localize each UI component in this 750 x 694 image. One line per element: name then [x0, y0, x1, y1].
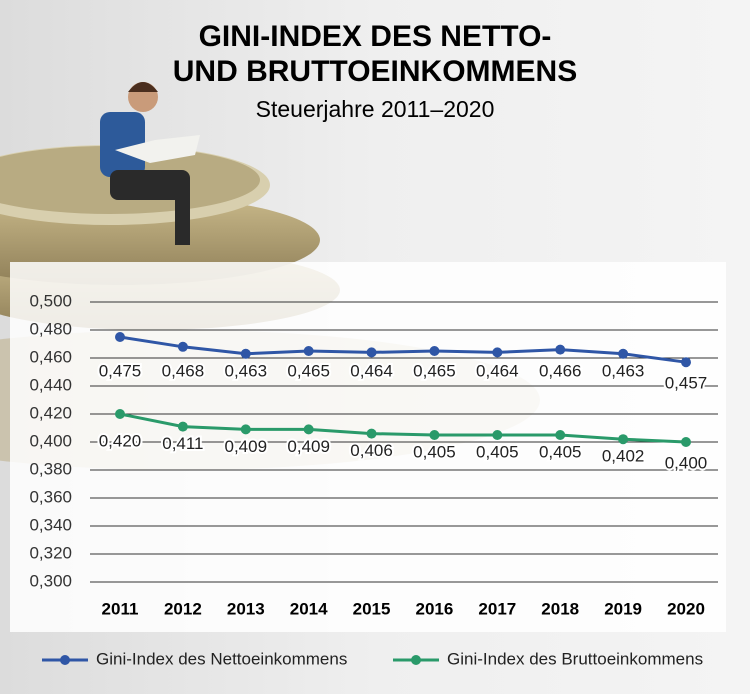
chart-panel — [10, 262, 726, 632]
x-tick-label: 2016 — [416, 599, 454, 618]
y-tick-label: 0,480 — [29, 319, 72, 338]
series-line — [119, 335, 687, 364]
data-point — [555, 430, 566, 440]
data-point — [429, 430, 440, 440]
data-point — [303, 346, 314, 356]
data-label: 0,466 — [539, 361, 582, 380]
data-label: 0,475 — [99, 361, 142, 380]
data-label: 0,402 — [602, 447, 645, 466]
y-tick-label: 0,440 — [29, 375, 72, 394]
y-tick-label: 0,300 — [29, 571, 72, 590]
x-tick-label: 2015 — [353, 599, 391, 618]
x-tick-label: 2014 — [290, 599, 328, 618]
data-point — [681, 437, 691, 447]
data-point — [492, 430, 503, 440]
data-point — [618, 434, 629, 445]
data-point — [177, 341, 188, 352]
data-label: 0,463 — [225, 361, 268, 380]
data-label: 0,409 — [225, 437, 268, 456]
data-point — [555, 344, 566, 355]
data-label: 0,409 — [287, 437, 330, 456]
data-label: 0,411 — [162, 434, 203, 453]
x-tick-label: 2017 — [478, 599, 516, 618]
data-point — [240, 348, 251, 359]
data-point — [115, 332, 125, 342]
data-point — [303, 424, 314, 435]
data-label: 0,405 — [476, 442, 519, 461]
y-tick-label: 0,420 — [29, 403, 72, 422]
x-tick-label: 2018 — [541, 599, 579, 618]
data-label: 0,405 — [539, 442, 582, 461]
data-point — [115, 409, 125, 419]
legend-label: Gini-Index des Nettoeinkommens — [96, 649, 347, 668]
data-point — [177, 421, 188, 432]
data-point — [366, 347, 377, 358]
data-label: 0,405 — [413, 442, 456, 461]
legend-marker — [411, 655, 421, 665]
data-label: 0,457 — [665, 374, 708, 393]
y-tick-label: 0,500 — [29, 291, 72, 310]
data-point — [681, 357, 691, 368]
data-label: 0,468 — [162, 361, 205, 380]
data-label: 0,420 — [99, 431, 142, 450]
y-tick-label: 0,340 — [29, 515, 72, 534]
series-line — [119, 412, 687, 444]
data-point — [240, 424, 251, 435]
y-tick-label: 0,360 — [29, 487, 72, 506]
data-label: 0,406 — [350, 441, 393, 460]
y-tick-label: 0,320 — [29, 543, 72, 562]
chart-subtitle: Steuerjahre 2011–2020 — [256, 96, 495, 122]
data-point — [618, 348, 629, 359]
data-point — [366, 428, 377, 439]
y-tick-label: 0,380 — [29, 459, 72, 478]
data-point — [492, 347, 503, 358]
y-tick-label: 0,460 — [29, 347, 72, 366]
data-label: 0,464 — [476, 361, 519, 380]
data-label: 0,400 — [665, 453, 708, 472]
data-label: 0,463 — [602, 361, 645, 380]
chart-title: UND BRUTTOEINKOMMENS — [173, 55, 577, 88]
data-label: 0,464 — [350, 361, 393, 380]
chart-title: GINI-INDEX DES NETTO- — [199, 20, 552, 53]
x-tick-label: 2012 — [164, 599, 202, 618]
y-tick-label: 0,400 — [29, 431, 72, 450]
x-tick-label: 2011 — [102, 599, 139, 618]
x-tick-label: 2020 — [667, 599, 705, 618]
x-tick-label: 2019 — [604, 599, 642, 618]
x-tick-label: 2013 — [227, 599, 265, 618]
data-label: 0,465 — [413, 361, 456, 380]
legend-label: Gini-Index des Bruttoeinkommens — [447, 649, 703, 668]
data-label: 0,465 — [287, 361, 330, 380]
legend-marker — [60, 655, 70, 665]
data-point — [429, 346, 440, 356]
